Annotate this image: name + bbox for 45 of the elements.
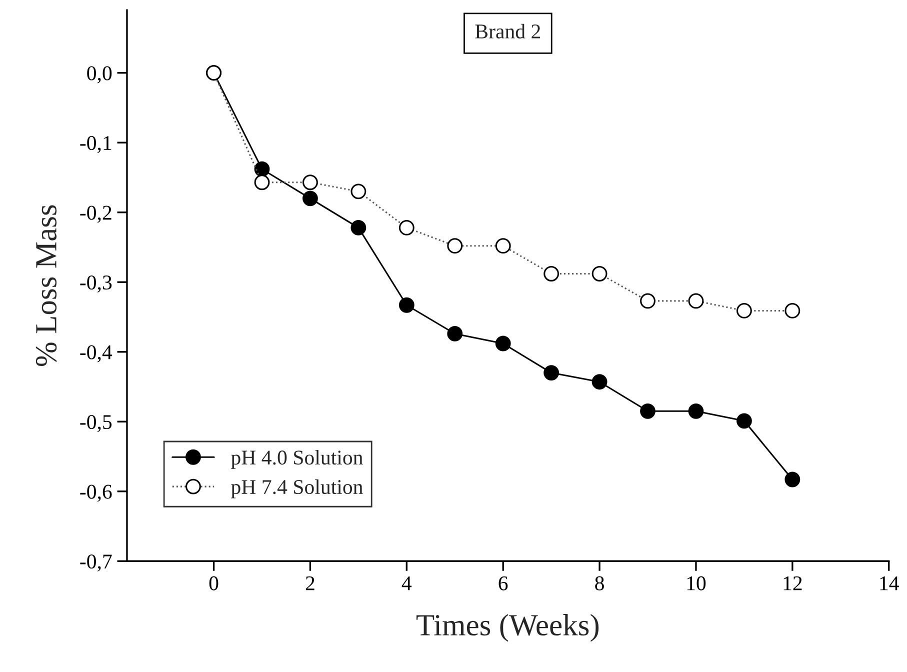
x-tick-label: 4 bbox=[402, 576, 412, 590]
point bbox=[688, 293, 704, 309]
y-tick-label: -0,2 bbox=[80, 206, 112, 223]
x-tick-label: 12 bbox=[784, 576, 802, 590]
point bbox=[302, 190, 318, 206]
point bbox=[254, 174, 270, 190]
point bbox=[398, 297, 414, 313]
point bbox=[302, 174, 318, 190]
y-tick-label: -0,1 bbox=[80, 136, 112, 154]
point bbox=[784, 472, 800, 488]
point bbox=[254, 161, 270, 177]
x-tick-label: 0 bbox=[209, 576, 218, 590]
point bbox=[495, 238, 511, 254]
point bbox=[736, 413, 752, 429]
point bbox=[592, 374, 608, 390]
legend-label: pH 7.4 Solution bbox=[231, 479, 363, 498]
x-tick-label: 2 bbox=[306, 576, 314, 590]
text: Brand 2 bbox=[475, 24, 540, 39]
y-tick-label: -0,6 bbox=[80, 484, 112, 502]
point bbox=[544, 266, 560, 282]
y-tick-label: -0,5 bbox=[80, 414, 112, 432]
x-tick-label: 10 bbox=[687, 576, 706, 590]
point bbox=[447, 326, 463, 342]
point bbox=[447, 238, 463, 254]
point bbox=[640, 293, 656, 309]
point bbox=[495, 336, 511, 352]
x-tick-label: 8 bbox=[595, 576, 604, 590]
y-axis-title: % Loss Mass bbox=[36, 205, 57, 366]
point bbox=[398, 220, 414, 236]
point bbox=[350, 184, 366, 200]
point bbox=[592, 266, 608, 282]
point bbox=[640, 403, 656, 419]
y-tick-label: -0,4 bbox=[80, 345, 112, 362]
point bbox=[350, 220, 366, 236]
point bbox=[784, 303, 800, 318]
x-axis-title: Times (Weeks) bbox=[416, 614, 599, 642]
point bbox=[688, 403, 704, 419]
y-tick-label: -0,7 bbox=[80, 554, 112, 572]
y-tick-label: -0,3 bbox=[80, 275, 112, 293]
x-tick-label: 14 bbox=[880, 576, 899, 590]
legend-label: pH 4.0 Solution bbox=[231, 450, 363, 469]
x-tick-label: 6 bbox=[498, 576, 508, 590]
point bbox=[544, 365, 560, 380]
point bbox=[736, 303, 752, 318]
y-tick-label: 0,0 bbox=[87, 66, 112, 84]
